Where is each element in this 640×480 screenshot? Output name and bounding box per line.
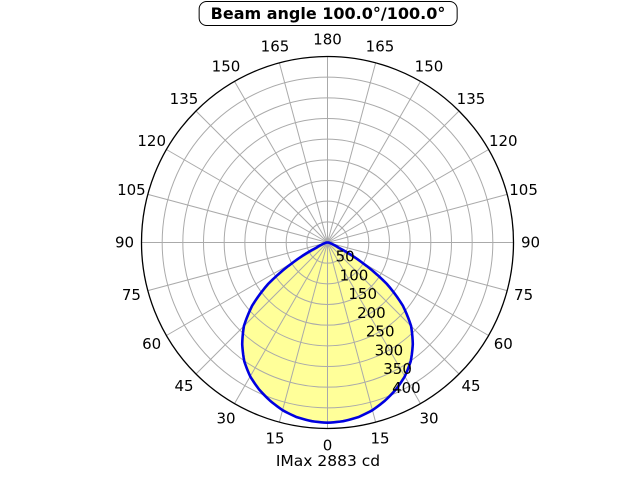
- chart-title: Beam angle 100.0°/100.0°: [198, 1, 458, 26]
- imax-label: IMax 2883 cd: [275, 452, 381, 470]
- angle-tick-label: 45: [174, 377, 193, 395]
- angle-tick-label: 90: [115, 234, 134, 252]
- radial-tick-label: 350: [383, 360, 412, 378]
- radial-tick-label: 150: [348, 285, 377, 303]
- radial-tick-label: 100: [340, 267, 369, 285]
- grid-ray: [195, 242, 328, 375]
- grid-ray: [327, 149, 489, 243]
- grid-ray: [278, 62, 328, 243]
- angle-tick-label: 165: [366, 37, 395, 55]
- angle-tick-label: 60: [494, 335, 513, 353]
- angle-tick-label: 75: [514, 286, 533, 304]
- angle-tick-label: 0: [323, 437, 333, 455]
- outer-circle: [140, 55, 515, 430]
- grid-ray: [327, 242, 377, 423]
- angle-tick-label: 30: [216, 409, 235, 427]
- beam-curve: [240, 241, 415, 425]
- angle-tick-label: 135: [170, 90, 199, 108]
- angle-tick-label: 165: [261, 37, 290, 55]
- grid-ray: [327, 193, 508, 243]
- radial-tick-label: 400: [392, 379, 421, 397]
- grid-ray: [278, 242, 328, 423]
- grid-ray: [327, 110, 460, 243]
- grid-ray: [327, 62, 377, 243]
- angle-tick-label: 150: [415, 58, 444, 76]
- grid-ray: [234, 81, 328, 243]
- angle-tick-label: 30: [419, 409, 438, 427]
- angle-tick-label: 90: [521, 234, 540, 252]
- grid-ray: [147, 242, 328, 292]
- angle-tick-label: 75: [122, 286, 141, 304]
- grid-ray: [327, 81, 421, 243]
- radial-tick-label: 200: [357, 304, 386, 322]
- angle-tick-label: 105: [509, 181, 538, 199]
- angle-tick-label: 150: [212, 58, 241, 76]
- angle-tick-label: 105: [117, 181, 146, 199]
- angle-tick-label: 45: [461, 377, 480, 395]
- angle-tick-label: 120: [489, 132, 518, 150]
- radial-tick-label: 250: [366, 323, 395, 341]
- angle-tick-label: 120: [137, 132, 166, 150]
- grid-ray: [195, 110, 328, 243]
- angle-tick-label: 15: [370, 430, 389, 448]
- angle-tick-label: 135: [457, 90, 486, 108]
- angle-tick-label: 60: [142, 335, 161, 353]
- radial-tick-label: 50: [336, 248, 355, 266]
- angle-tick-label: 180: [313, 31, 342, 49]
- angle-tick-label: 15: [265, 430, 284, 448]
- grid-ray: [327, 242, 460, 375]
- radial-tick-label: 300: [375, 341, 404, 359]
- grid-ray: [166, 149, 328, 243]
- grid-ray: [147, 193, 328, 243]
- grid-ray: [327, 242, 508, 292]
